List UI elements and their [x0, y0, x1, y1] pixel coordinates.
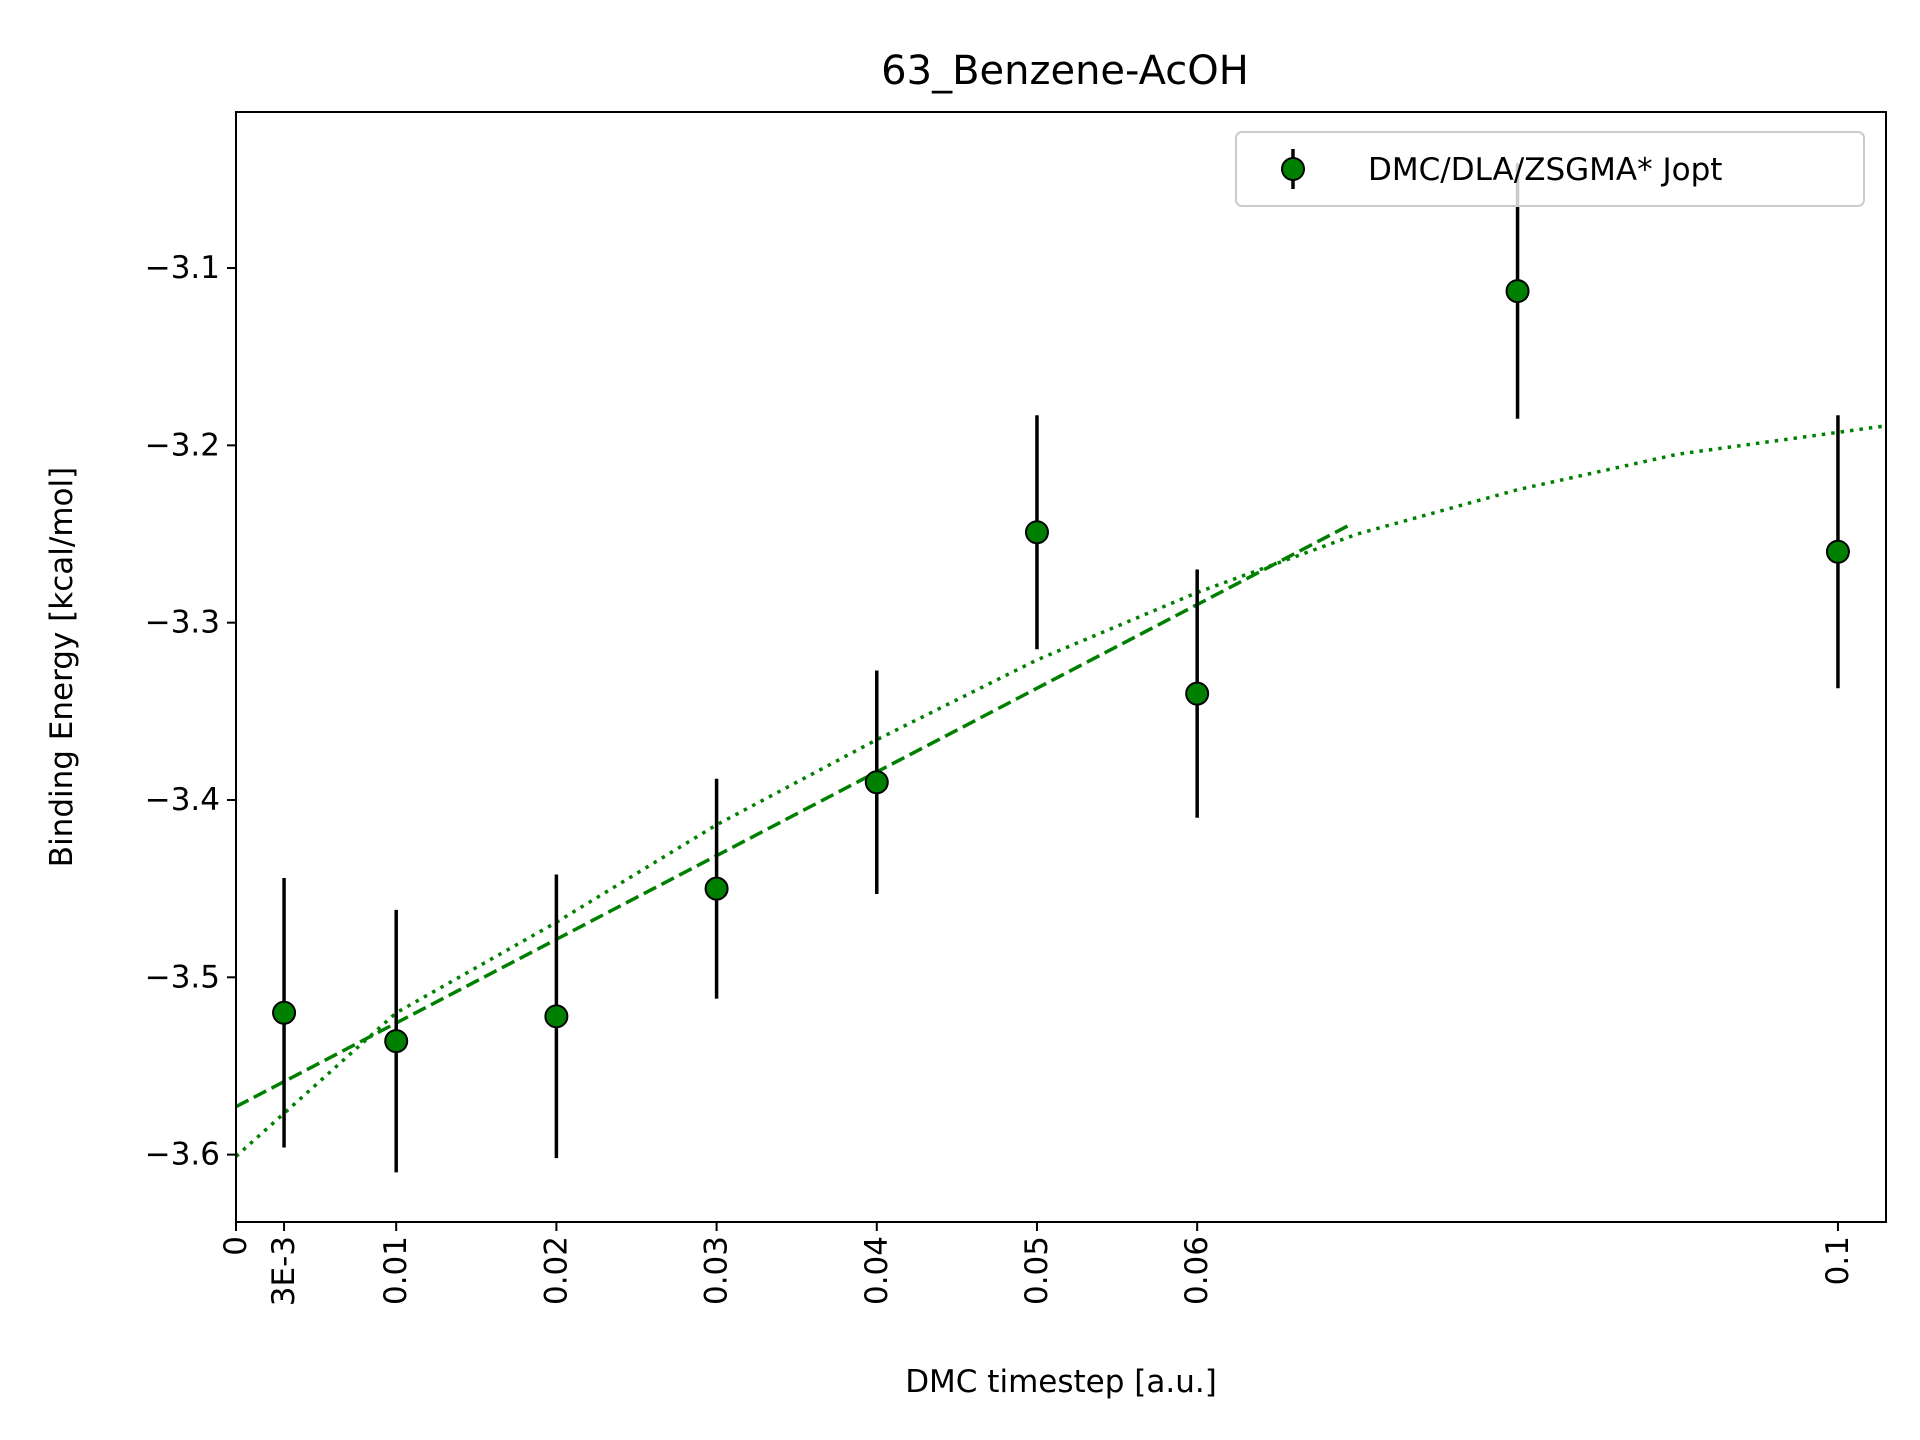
- x-tick-label: 3E-3: [266, 1236, 302, 1306]
- legend-box: [1235, 131, 1865, 207]
- y-tick-label: −3.5: [145, 959, 220, 995]
- x-tick-label: 0.01: [378, 1236, 414, 1305]
- data-point: [704, 876, 729, 901]
- data-point: [544, 1004, 569, 1029]
- x-axis-label: DMC timestep [a.u.]: [905, 1364, 1217, 1400]
- y-tick-label: −3.6: [145, 1137, 220, 1173]
- data-point: [272, 1000, 297, 1025]
- legend: DMC/DLA/ZSGMA* Jopt: [1235, 131, 1865, 207]
- x-tick-label: 0.05: [1019, 1236, 1055, 1305]
- data-point: [864, 770, 889, 795]
- fit-line-dotted: [234, 424, 1887, 1158]
- plot-frame: [235, 111, 1887, 1223]
- data-point: [1185, 681, 1210, 706]
- x-tick-label: 0.06: [1179, 1236, 1215, 1305]
- data-point: [1024, 520, 1049, 545]
- plot-area: [234, 163, 1887, 1173]
- y-tick-label: −3.3: [145, 605, 220, 641]
- y-axis: −3.6 −3.5 −3.4 −3.3 −3.2 −3.1: [145, 250, 236, 1173]
- y-tick-label: −3.2: [145, 427, 220, 463]
- chart-title: 63_Benzene-AcOH: [881, 48, 1249, 94]
- y-tick-label: −3.4: [145, 782, 220, 818]
- legend-marker: [1281, 157, 1305, 181]
- data-point: [1505, 279, 1530, 304]
- data-point: [384, 1029, 409, 1054]
- x-tick-label: 0.04: [859, 1236, 895, 1305]
- y-axis-label: Binding Energy [kcal/mol]: [44, 467, 80, 867]
- fit-line-dashed: [235, 523, 1351, 1109]
- legend-label: DMC/DLA/ZSGMA* Jopt: [1368, 152, 1722, 188]
- x-tick-label: 0: [218, 1236, 254, 1256]
- x-tick-label: 0.1: [1820, 1236, 1856, 1285]
- x-axis: 0 3E-3 0.01 0.02 0.03 0.04 0.05 0.06 0.1: [218, 1222, 1856, 1306]
- data-point: [1825, 539, 1850, 564]
- y-tick-label: −3.1: [145, 250, 220, 286]
- x-tick-label: 0.03: [699, 1236, 735, 1305]
- x-tick-label: 0.02: [538, 1236, 574, 1305]
